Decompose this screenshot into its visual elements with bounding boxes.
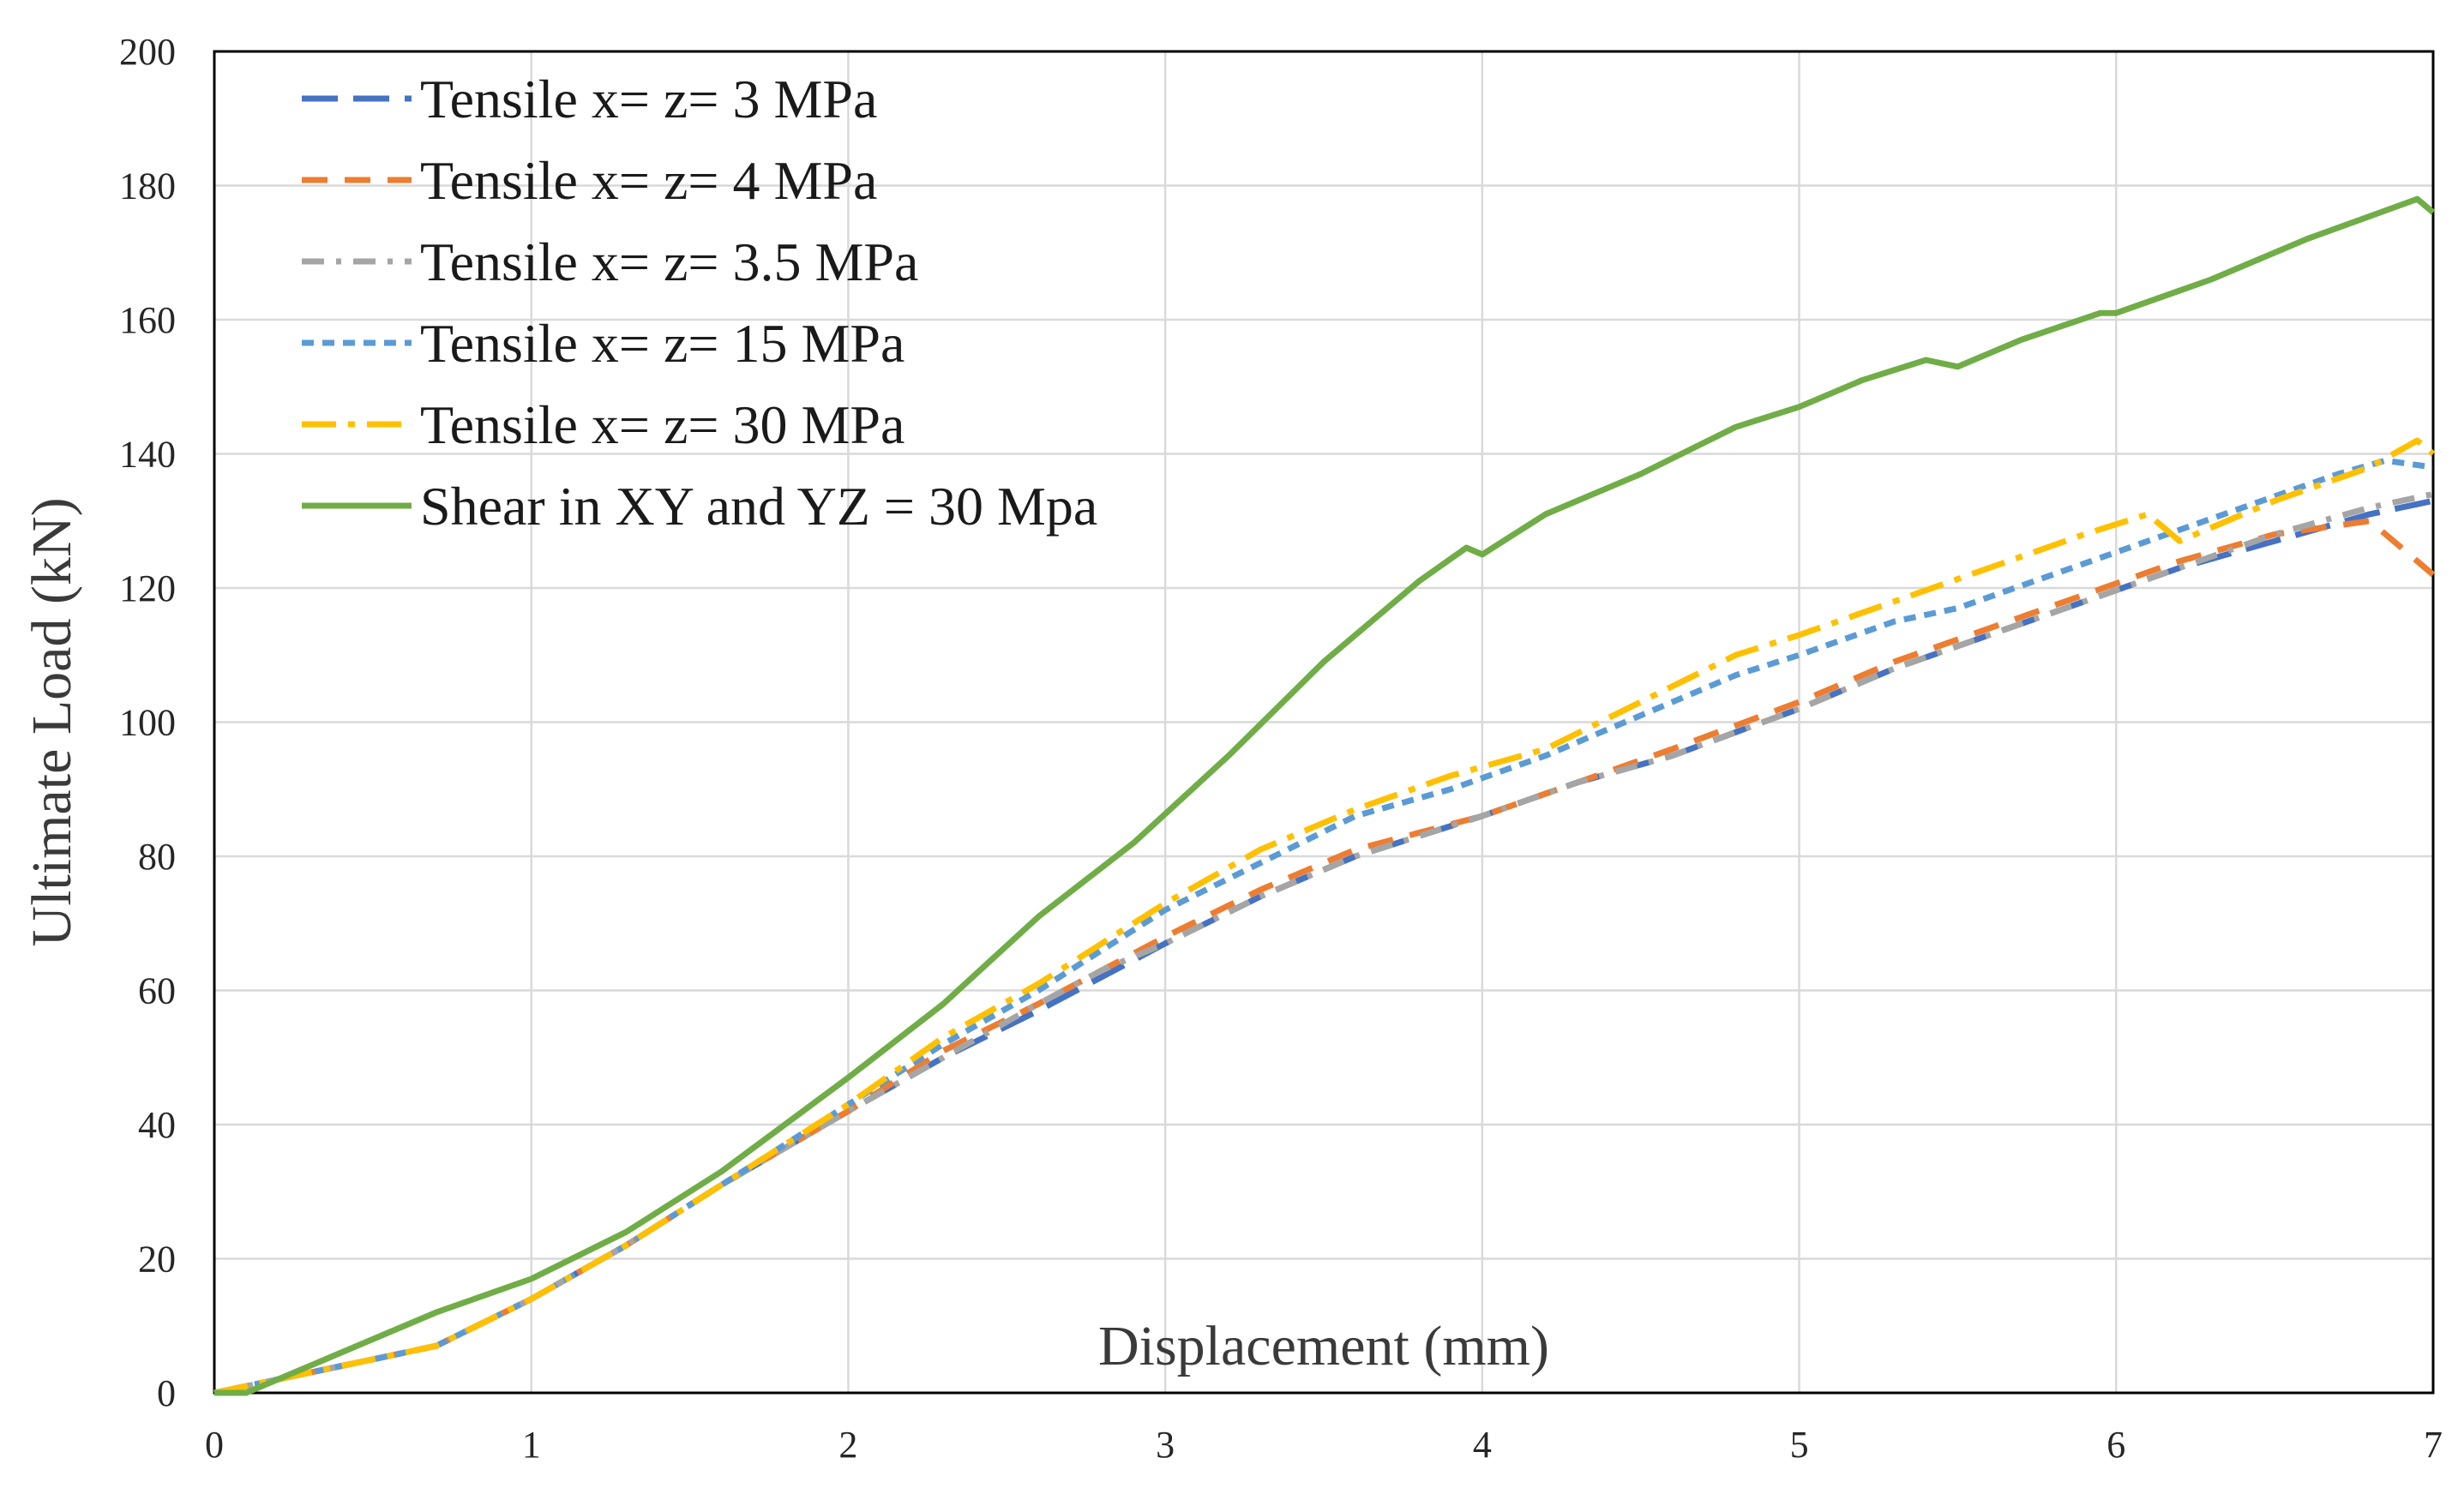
y-tick-label: 140: [119, 434, 176, 476]
x-axis-title: Displacement (mm): [1098, 1315, 1549, 1377]
y-tick-label: 80: [138, 836, 176, 878]
x-tick-label: 0: [205, 1424, 224, 1466]
x-tick-label: 1: [522, 1424, 541, 1466]
plot-area-border: [213, 50, 2435, 1395]
x-tick-label: 2: [838, 1424, 857, 1466]
x-tick-label: 7: [2424, 1424, 2443, 1466]
y-tick-label: 20: [138, 1239, 176, 1281]
y-axis-title: Ultimate Load (kN): [21, 497, 83, 946]
y-tick-label: 160: [119, 299, 176, 341]
legend-label-1: Tensile x= z= 3 MPa: [420, 69, 877, 129]
x-tick-label: 3: [1156, 1424, 1175, 1466]
x-tick-label: 4: [1473, 1424, 1492, 1466]
y-tick-label: 180: [119, 165, 176, 207]
y-tick-label: 100: [119, 702, 176, 744]
y-tick-label: 120: [119, 567, 176, 609]
legend-label-3: Tensile x= z= 3.5 MPa: [420, 231, 918, 292]
series-line-6: [214, 195, 2436, 1396]
legend-label-2: Tensile x= z= 4 MPa: [420, 150, 877, 211]
y-axis-tick-labels: 0 20 40 60 80 100 120 140 160 180 200: [119, 31, 176, 1414]
x-tick-label: 5: [1790, 1424, 1809, 1466]
y-tick-label: 40: [138, 1104, 176, 1146]
series-line-5: [213, 437, 2436, 1396]
y-tick-label: 200: [119, 31, 176, 73]
legend: Tensile x= z= 3 MPa Tensile x= z= 4 MPa Te…: [302, 69, 1097, 537]
x-tick-label: 6: [2106, 1424, 2125, 1466]
y-tick-label: 0: [157, 1372, 176, 1414]
series-line-4: [213, 457, 2434, 1396]
legend-label-5: Tensile x= z= 30 MPa: [420, 394, 904, 455]
legend-label-4: Tensile x= z= 15 MPa: [420, 313, 904, 374]
legend-label-6: Shear in XY and YZ = 30 Mpa: [420, 476, 1097, 537]
x-axis-tick-labels: 0 1 2 3 4 5 6 7: [205, 1424, 2443, 1466]
gridlines: [213, 50, 2435, 1395]
data-series: [213, 195, 2436, 1396]
y-tick-label: 60: [138, 970, 176, 1012]
